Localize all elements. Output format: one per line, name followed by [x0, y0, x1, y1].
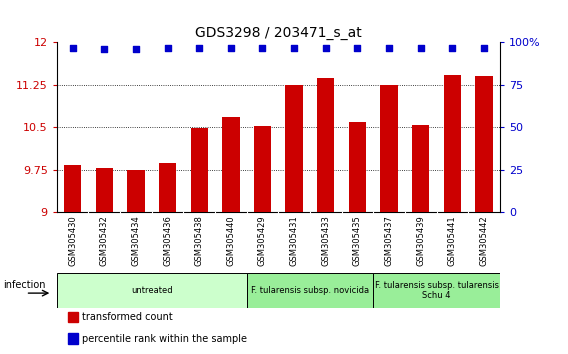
Bar: [222, 117, 240, 212]
Text: GSM305432: GSM305432: [100, 215, 108, 266]
Point: [479, 45, 488, 50]
Text: GSM305431: GSM305431: [290, 215, 299, 266]
Text: transformed count: transformed count: [82, 312, 173, 322]
Point: [195, 45, 204, 50]
Bar: [412, 125, 429, 212]
Point: [100, 46, 109, 52]
Text: F. tularensis subsp. tularensis
Schu 4: F. tularensis subsp. tularensis Schu 4: [374, 281, 499, 300]
Text: GSM305437: GSM305437: [385, 215, 394, 266]
Bar: [68, 333, 78, 343]
Point: [416, 45, 425, 50]
Point: [163, 45, 172, 51]
Bar: [190, 128, 208, 212]
Text: GSM305434: GSM305434: [131, 215, 140, 266]
Bar: [64, 165, 81, 212]
Text: GSM305429: GSM305429: [258, 215, 267, 266]
Bar: [373, 273, 500, 308]
Bar: [57, 273, 247, 308]
Point: [68, 45, 77, 51]
Bar: [247, 273, 373, 308]
Text: GSM305442: GSM305442: [479, 215, 488, 266]
Point: [448, 45, 457, 50]
Point: [353, 45, 362, 50]
Point: [321, 45, 331, 50]
Bar: [475, 76, 492, 212]
Point: [226, 45, 235, 50]
Text: GSM305440: GSM305440: [227, 215, 235, 266]
Text: percentile rank within the sample: percentile rank within the sample: [82, 334, 247, 344]
Point: [258, 45, 267, 50]
Text: GSM305435: GSM305435: [353, 215, 362, 266]
Bar: [381, 85, 398, 212]
Text: GSM305436: GSM305436: [163, 215, 172, 266]
Bar: [317, 78, 335, 212]
Point: [131, 46, 140, 52]
Title: GDS3298 / 203471_s_at: GDS3298 / 203471_s_at: [195, 26, 362, 40]
Text: GSM305438: GSM305438: [195, 215, 204, 266]
Bar: [349, 122, 366, 212]
Bar: [95, 168, 113, 212]
Point: [385, 45, 394, 50]
Bar: [159, 163, 176, 212]
Text: F. tularensis subsp. novicida: F. tularensis subsp. novicida: [251, 286, 369, 295]
Bar: [127, 170, 145, 212]
Point: [290, 45, 299, 50]
Bar: [68, 312, 78, 322]
Text: GSM305430: GSM305430: [68, 215, 77, 266]
Bar: [286, 85, 303, 212]
Bar: [254, 126, 271, 212]
Bar: [444, 75, 461, 212]
Text: GSM305433: GSM305433: [321, 215, 330, 266]
Text: untreated: untreated: [131, 286, 173, 295]
Text: GSM305441: GSM305441: [448, 215, 457, 266]
Text: GSM305439: GSM305439: [416, 215, 425, 266]
Text: infection: infection: [3, 280, 45, 290]
